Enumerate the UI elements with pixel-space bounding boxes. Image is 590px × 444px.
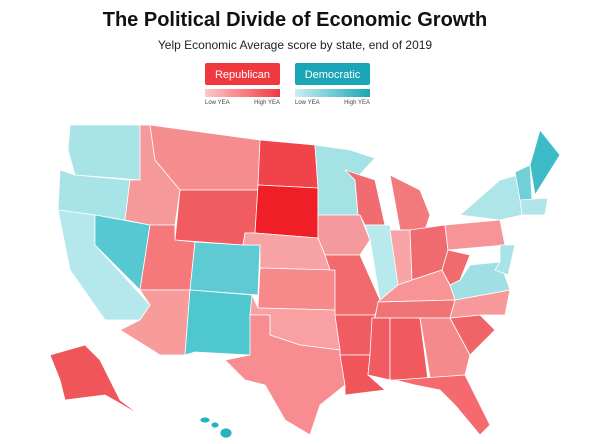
- state: [67, 124, 141, 181]
- state: [184, 289, 253, 356]
- legend-gradient: [205, 89, 280, 97]
- state: [519, 197, 549, 216]
- legend-button: [295, 63, 370, 85]
- state: [49, 344, 141, 416]
- state: [254, 184, 319, 239]
- state: [389, 174, 431, 231]
- state: [224, 314, 346, 436]
- state: [257, 139, 319, 189]
- state: [210, 421, 220, 429]
- legend-high-label: High YEA: [344, 100, 370, 106]
- title: The Political Divide of Economic Growth: [103, 9, 488, 31]
- state: [344, 169, 386, 226]
- state: [459, 174, 523, 221]
- us-map: [49, 124, 561, 439]
- legend-high-label: High YEA: [254, 100, 280, 106]
- state: [257, 267, 336, 311]
- state: [494, 244, 516, 276]
- state: [219, 427, 233, 439]
- state: [334, 314, 376, 356]
- legend-label: Republican: [215, 69, 270, 81]
- state: [444, 219, 506, 251]
- state: [374, 299, 456, 319]
- legend-gradient: [295, 89, 370, 97]
- state: [367, 317, 391, 381]
- state: [441, 249, 471, 286]
- legend-button: [205, 63, 280, 85]
- state: [317, 214, 371, 256]
- legend-low-label: Low YEA: [295, 100, 320, 106]
- state: [529, 129, 561, 196]
- state: [419, 317, 471, 379]
- legend-label: Democratic: [305, 69, 361, 81]
- state: [189, 241, 261, 296]
- state: [394, 374, 491, 436]
- legend: Republican Low YEA High YEA Democratic Low Y…: [205, 63, 370, 106]
- legend-low-label: Low YEA: [205, 100, 230, 106]
- state: [199, 416, 211, 424]
- subtitle: Yelp Economic Average score by state, en…: [158, 38, 433, 52]
